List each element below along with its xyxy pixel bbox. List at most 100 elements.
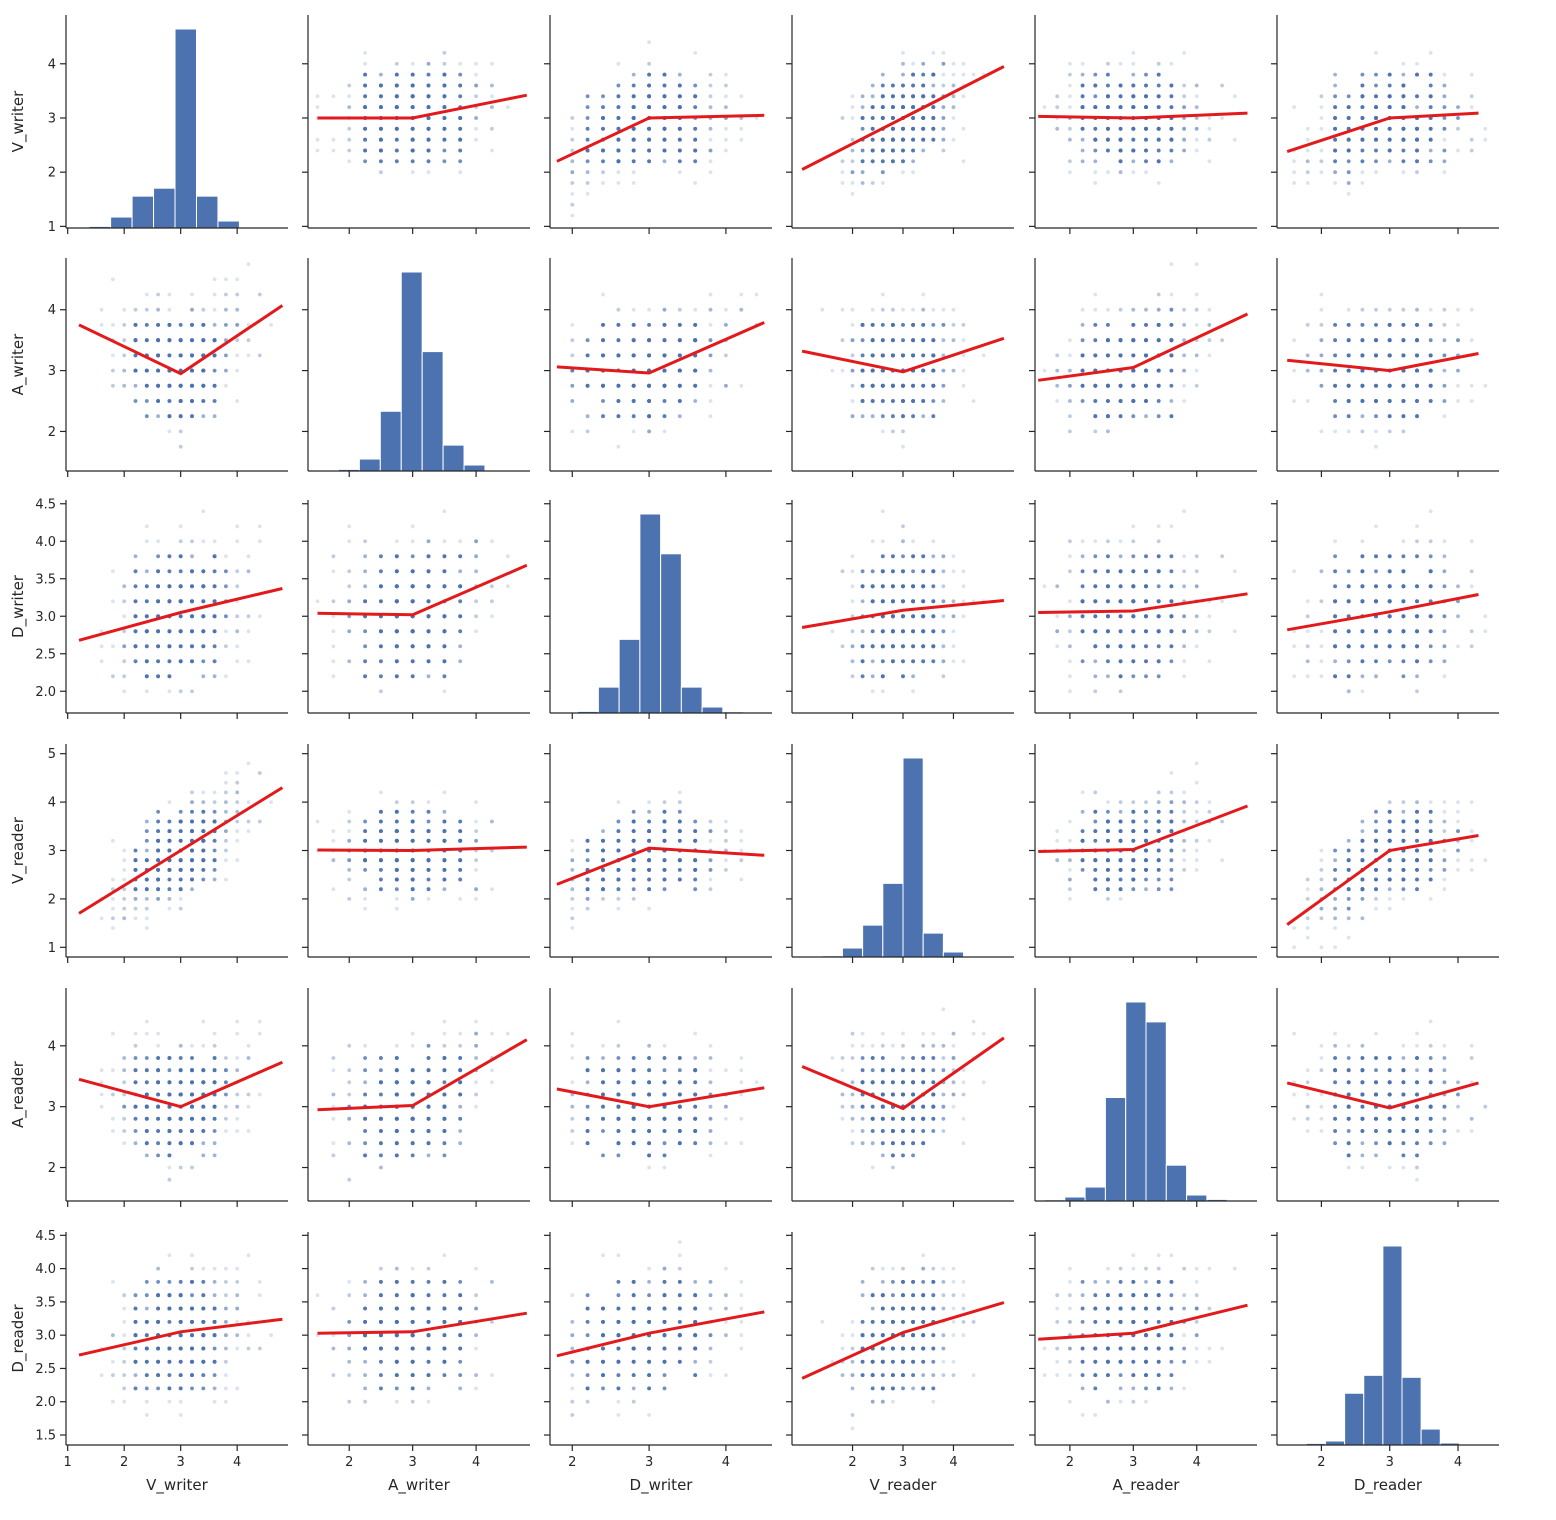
scatter-point	[662, 137, 667, 142]
scatter-point	[167, 399, 172, 403]
scatter-point	[891, 429, 895, 434]
scatter-point	[911, 307, 915, 312]
scatter-point	[1415, 148, 1419, 153]
scatter-point	[631, 323, 636, 327]
scatter-point	[133, 338, 138, 343]
scatter-point	[363, 51, 367, 55]
scatter-point	[941, 72, 946, 77]
scatter-point	[1156, 181, 1161, 185]
scatter-point	[891, 83, 895, 88]
y-tick-label: 3	[48, 364, 56, 379]
scatter-point	[111, 323, 115, 327]
scatter-point	[426, 83, 431, 88]
scatter-point	[1093, 148, 1098, 153]
scatter-point	[901, 61, 905, 66]
scatter-point	[212, 338, 217, 343]
scatter-A_writer-vs-A_reader	[1042, 262, 1224, 434]
scatter-point	[951, 368, 956, 373]
scatter-point	[1333, 105, 1337, 109]
scatter-point	[971, 399, 976, 403]
scatter-point	[1068, 159, 1072, 164]
scatter-point	[860, 414, 865, 419]
scatter-point	[1401, 148, 1406, 153]
scatter-point	[1106, 383, 1110, 388]
scatter-point	[616, 444, 621, 449]
scatter-point	[1194, 307, 1199, 312]
scatter-point	[585, 192, 590, 196]
scatter-point	[961, 323, 966, 327]
panel-V_writer-vs-A_writer	[302, 15, 530, 234]
scatter-point	[144, 414, 149, 419]
scatter-point	[941, 323, 946, 327]
scatter-point	[1156, 368, 1161, 373]
scatter-point	[1118, 170, 1123, 175]
scatter-point	[1156, 94, 1161, 99]
scatter-point	[111, 383, 115, 388]
scatter-point	[585, 148, 590, 153]
scatter-point	[677, 126, 682, 131]
y-tick-label: 3	[48, 111, 56, 126]
scatter-point	[490, 83, 494, 88]
scatter-point	[1169, 262, 1174, 266]
scatter-point	[662, 323, 667, 327]
scatter-point	[1169, 338, 1174, 343]
scatter-point	[1169, 414, 1174, 419]
scatter-point	[224, 383, 228, 388]
scatter-point	[1415, 137, 1419, 142]
scatter-point	[820, 307, 825, 312]
scatter-point	[880, 170, 885, 175]
scatter-point	[880, 353, 885, 358]
scatter-point	[631, 383, 636, 388]
scatter-point	[724, 323, 728, 327]
scatter-point	[616, 83, 621, 88]
scatter-point	[708, 83, 713, 88]
scatter-point	[570, 181, 575, 185]
scatter-point	[1305, 399, 1310, 403]
scatter-point	[442, 126, 447, 131]
scatter-point	[1131, 414, 1136, 419]
scatter-point	[1144, 94, 1148, 99]
scatter-point	[570, 192, 575, 196]
scatter-point	[677, 414, 682, 419]
scatter-V_writer-vs-D_writer	[570, 40, 759, 218]
scatter-point	[379, 170, 383, 175]
scatter-point	[363, 148, 367, 153]
scatter-point	[474, 116, 478, 120]
scatter-point	[1169, 368, 1174, 373]
scatter-point	[931, 137, 936, 142]
scatter-point	[616, 353, 621, 358]
scatter-point	[921, 126, 926, 131]
scatter-point	[1374, 51, 1378, 55]
scatter-point	[931, 126, 936, 131]
scatter-point	[631, 72, 636, 77]
scatter-point	[1131, 72, 1136, 77]
scatter-point	[1106, 94, 1110, 99]
scatter-point	[1156, 307, 1161, 312]
scatter-point	[708, 137, 713, 142]
scatter-point	[870, 181, 875, 185]
scatter-point	[122, 338, 127, 343]
scatter-point	[708, 170, 713, 175]
scatter-point	[941, 61, 946, 66]
scatter-point	[363, 105, 367, 109]
scatter-point	[931, 399, 936, 403]
scatter-point	[1068, 170, 1072, 175]
scatter-point	[1093, 159, 1098, 164]
scatter-point	[1106, 429, 1110, 434]
scatter-point	[850, 148, 855, 153]
scatter-point	[601, 116, 605, 120]
scatter-point	[1360, 137, 1365, 142]
scatter-point	[167, 414, 172, 419]
scatter-point	[1319, 429, 1324, 434]
scatter-point	[1131, 61, 1136, 66]
scatter-point	[1156, 338, 1161, 343]
scatter-point	[1068, 72, 1072, 77]
scatter-point	[1169, 148, 1174, 153]
scatter-point	[1106, 323, 1110, 327]
scatter-point	[1093, 94, 1098, 99]
scatter-point	[1374, 429, 1378, 434]
scatter-point	[570, 338, 575, 343]
panel-V_writer-vs-D_writer	[544, 15, 772, 234]
scatter-point	[951, 72, 956, 77]
scatter-point	[860, 148, 865, 153]
